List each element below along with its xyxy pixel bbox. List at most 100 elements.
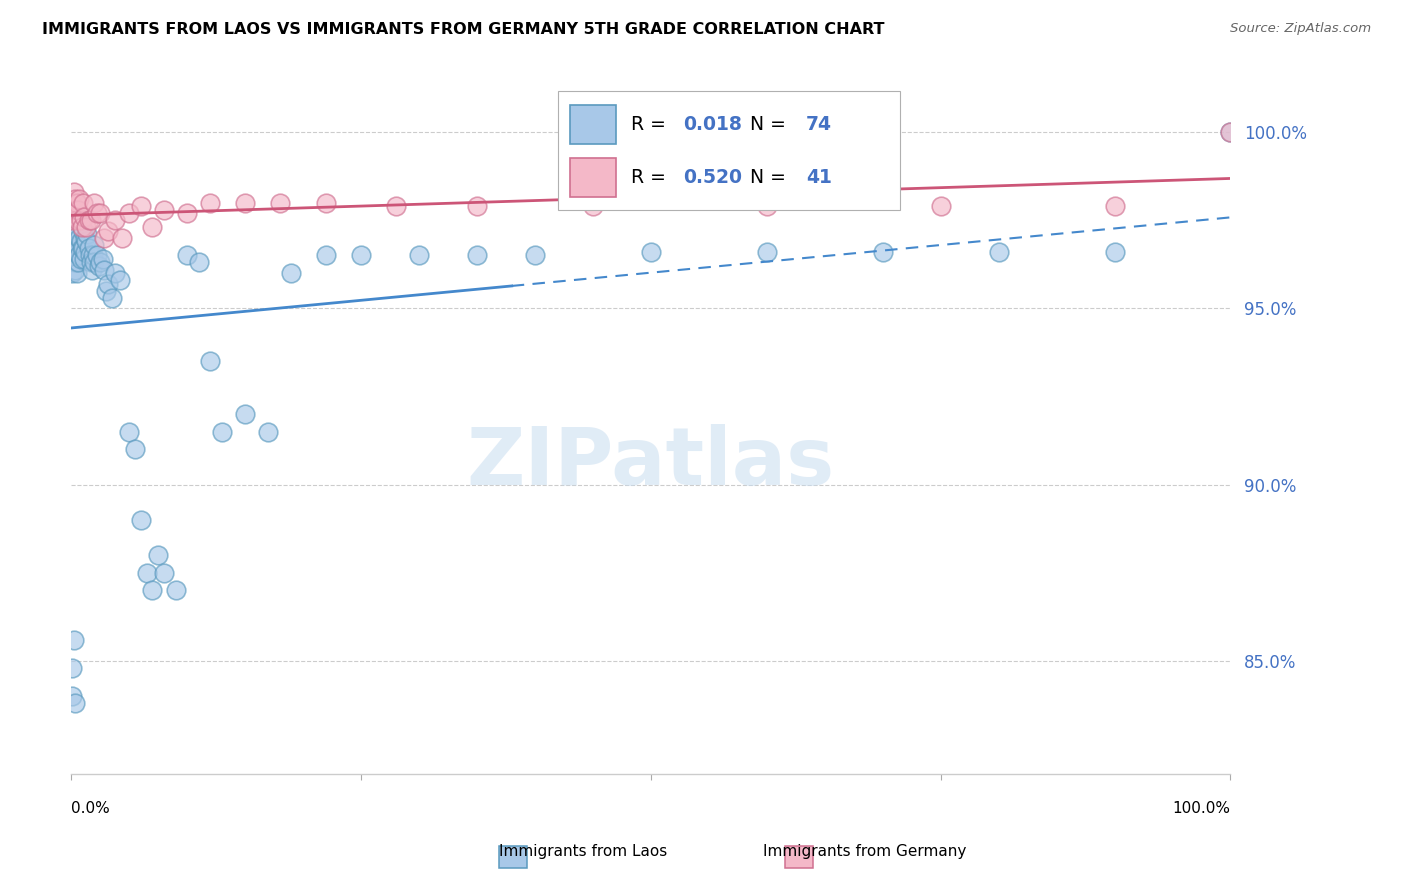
Point <box>465 199 488 213</box>
Point <box>257 425 280 439</box>
Point <box>165 583 187 598</box>
Text: 0.0%: 0.0% <box>72 801 110 815</box>
Point <box>93 262 115 277</box>
Point <box>187 255 209 269</box>
Point <box>67 237 90 252</box>
Point <box>108 273 131 287</box>
Point <box>94 284 117 298</box>
Point <box>83 237 105 252</box>
Point <box>67 192 90 206</box>
Point <box>65 255 87 269</box>
Text: Source: ZipAtlas.com: Source: ZipAtlas.com <box>1230 22 1371 36</box>
Point <box>73 210 96 224</box>
Point <box>523 248 546 262</box>
Point <box>75 235 97 249</box>
Point <box>75 244 97 259</box>
Point <box>66 244 89 259</box>
Text: N =: N = <box>738 169 792 187</box>
Point <box>86 248 108 262</box>
Point <box>83 195 105 210</box>
Point <box>872 244 894 259</box>
Text: 41: 41 <box>806 169 832 187</box>
Point <box>124 442 146 457</box>
Point <box>80 213 103 227</box>
Point <box>755 244 778 259</box>
Point <box>73 252 96 266</box>
Point <box>66 213 89 227</box>
Point <box>63 262 86 277</box>
Point <box>60 213 83 227</box>
Point <box>60 661 83 675</box>
Point <box>72 241 94 255</box>
Text: R =: R = <box>631 115 672 135</box>
Point <box>67 202 90 217</box>
Point <box>315 195 337 210</box>
Point <box>62 224 84 238</box>
Point <box>60 266 83 280</box>
Point <box>1219 125 1241 139</box>
Point <box>63 192 86 206</box>
Point <box>69 252 91 266</box>
Point <box>77 213 100 227</box>
Point <box>62 202 84 217</box>
Point <box>269 195 291 210</box>
Text: 100.0%: 100.0% <box>1173 801 1230 815</box>
Point <box>62 185 84 199</box>
Point <box>1104 244 1126 259</box>
Point <box>104 266 127 280</box>
Point <box>129 199 152 213</box>
Point <box>83 255 105 269</box>
Point <box>200 354 222 368</box>
Point <box>70 241 93 255</box>
Point <box>89 206 111 220</box>
Point <box>176 206 198 220</box>
Point <box>87 259 110 273</box>
Bar <box>499 846 527 868</box>
Text: N =: N = <box>738 115 792 135</box>
FancyBboxPatch shape <box>569 158 616 197</box>
Point <box>135 566 157 580</box>
Point <box>1104 199 1126 213</box>
Text: Immigrants from Laos: Immigrants from Laos <box>499 845 668 859</box>
Point <box>111 231 134 245</box>
Point <box>93 231 115 245</box>
Bar <box>785 846 813 868</box>
Point <box>233 407 256 421</box>
Point <box>315 248 337 262</box>
Point <box>62 237 84 252</box>
Point <box>211 425 233 439</box>
Point <box>76 227 98 242</box>
Point <box>62 632 84 647</box>
Point <box>67 231 90 245</box>
Point <box>62 255 84 269</box>
Point <box>755 199 778 213</box>
Point <box>65 202 87 217</box>
Point <box>101 291 124 305</box>
Text: 0.520: 0.520 <box>683 169 742 187</box>
Point <box>67 255 90 269</box>
Point <box>91 252 114 266</box>
Point <box>77 241 100 255</box>
Point <box>82 262 104 277</box>
Point <box>640 244 662 259</box>
Point <box>280 266 302 280</box>
Point <box>929 199 952 213</box>
Point <box>176 248 198 262</box>
Point <box>60 689 83 703</box>
Point <box>70 220 93 235</box>
Point <box>69 235 91 249</box>
Point <box>408 248 430 262</box>
Point <box>67 248 90 262</box>
FancyBboxPatch shape <box>569 105 616 144</box>
Point <box>69 213 91 227</box>
Point <box>118 206 141 220</box>
Point <box>66 195 89 210</box>
Point <box>63 227 86 242</box>
Point <box>75 231 97 245</box>
Point <box>465 248 488 262</box>
Text: 0.018: 0.018 <box>683 115 742 135</box>
Point <box>153 202 176 217</box>
Point <box>63 696 86 710</box>
Text: R =: R = <box>631 169 672 187</box>
Point <box>75 220 97 235</box>
